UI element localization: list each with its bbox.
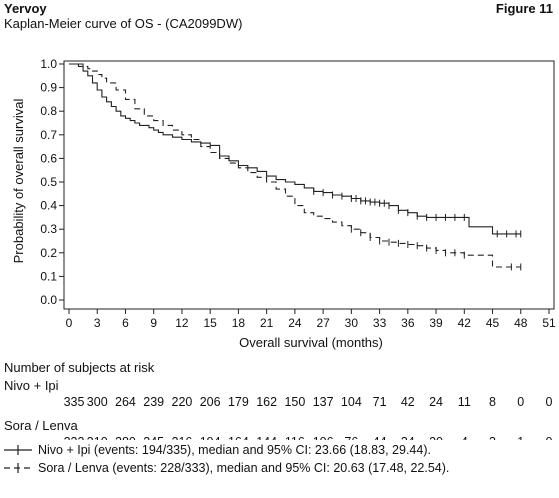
risk-value: 0 — [517, 395, 524, 409]
risk-value: 20 — [429, 435, 443, 440]
km-curve-nivo-ipi — [69, 63, 521, 235]
x-tick-label: 45 — [486, 316, 500, 330]
risk-value: 116 — [285, 435, 305, 440]
legend-item-sora-lenva: Sora / Lenva (events: 228/333), median a… — [4, 459, 449, 477]
legend-text-sora-lenva: Sora / Lenva (events: 228/333), median a… — [38, 461, 450, 475]
risk-row-label: Sora / Lenva — [4, 418, 78, 433]
y-tick-label: 0.4 — [40, 199, 57, 213]
legend-text-nivo-ipi: Nivo + Ipi (events: 194/335), median and… — [38, 443, 431, 457]
chart-subtitle: Kaplan-Meier curve of OS - (CA2099DW) — [4, 16, 243, 31]
risk-value: 310 — [87, 435, 108, 440]
risk-value: 34 — [401, 435, 415, 440]
x-tick-label: 6 — [122, 316, 129, 330]
y-tick-label: 0.6 — [40, 151, 57, 165]
x-tick-label: 3 — [94, 316, 101, 330]
risk-value: 42 — [401, 395, 415, 409]
x-tick-label: 42 — [458, 316, 472, 330]
x-tick-label: 48 — [514, 316, 528, 330]
x-tick-label: 24 — [288, 316, 302, 330]
y-tick-label: 0.3 — [40, 222, 57, 236]
risk-value: 333 — [64, 435, 85, 440]
x-tick-label: 18 — [232, 316, 246, 330]
risk-row-label: Nivo + Ipi — [4, 378, 59, 393]
x-tick-label: 39 — [429, 316, 443, 330]
risk-value: 162 — [256, 395, 277, 409]
x-tick-label: 33 — [373, 316, 387, 330]
risk-value: 220 — [172, 395, 193, 409]
y-tick-label: 0.5 — [40, 175, 57, 189]
km-curve-sora-lenva — [69, 63, 521, 268]
km-chart: 0.00.10.20.30.40.50.60.70.80.91.00 3 6 9 12 1… — [4, 57, 556, 440]
x-axis-title: Overall survival (months) — [239, 335, 383, 350]
risk-value: 144 — [256, 435, 277, 440]
brand-name: Yervoy — [4, 1, 47, 16]
figure-label: Figure 11 — [495, 1, 553, 16]
x-tick-label: 51 — [542, 316, 556, 330]
risk-value: 280 — [115, 435, 136, 440]
risk-value: 194 — [200, 435, 221, 440]
y-tick-label: 0.7 — [40, 128, 57, 142]
risk-value: 106 — [313, 435, 334, 440]
x-tick-label: 27 — [316, 316, 330, 330]
risk-value: 216 — [172, 435, 193, 440]
legend-dashed-line-icon — [4, 463, 32, 473]
risk-value: 150 — [284, 395, 305, 409]
risk-value: 179 — [228, 395, 249, 409]
plot-frame — [63, 60, 555, 310]
risk-value: 76 — [344, 435, 358, 440]
risk-value: 300 — [87, 395, 108, 409]
risk-value: 335 — [64, 395, 85, 409]
y-tick-label: 0.8 — [40, 104, 57, 118]
risk-value: 8 — [489, 395, 496, 409]
x-tick-label: 0 — [66, 316, 73, 330]
risk-value: 71 — [373, 395, 387, 409]
risk-value: 4 — [461, 435, 468, 440]
x-tick-label: 21 — [260, 316, 274, 330]
x-tick-label: 30 — [345, 316, 359, 330]
header-left: Yervoy Kaplan-Meier curve of OS - (CA209… — [4, 1, 242, 31]
x-tick-label: 36 — [401, 316, 415, 330]
legend-solid-line-icon — [4, 445, 32, 455]
risk-value: 44 — [373, 435, 387, 440]
y-tick-label: 0.1 — [40, 269, 57, 283]
risk-value: 104 — [341, 395, 362, 409]
chart-legend: Nivo + Ipi (events: 194/335), median and… — [4, 441, 449, 477]
legend-item-nivo-ipi: Nivo + Ipi (events: 194/335), median and… — [4, 441, 449, 459]
x-tick-label: 15 — [203, 316, 217, 330]
x-tick-label: 12 — [175, 316, 189, 330]
y-tick-label: 0.9 — [40, 81, 57, 95]
risk-value: 0 — [546, 435, 553, 440]
risk-value: 1 — [517, 435, 524, 440]
risk-value: 0 — [546, 395, 553, 409]
risk-value: 264 — [115, 395, 136, 409]
x-tick-label: 9 — [150, 316, 157, 330]
risk-value: 3 — [489, 435, 496, 440]
risk-value: 137 — [313, 395, 334, 409]
risk-value: 206 — [200, 395, 221, 409]
risk-value: 164 — [228, 435, 249, 440]
y-tick-label: 0.2 — [40, 246, 57, 260]
y-tick-label: 0.0 — [40, 293, 57, 307]
risk-value: 24 — [429, 395, 443, 409]
risk-value: 11 — [458, 395, 471, 409]
risk-value: 245 — [143, 435, 164, 440]
risk-table-heading: Number of subjects at risk — [4, 360, 155, 375]
risk-value: 239 — [143, 395, 164, 409]
y-tick-label: 1.0 — [40, 57, 57, 71]
y-axis-title: Probability of overall survival — [11, 99, 26, 264]
